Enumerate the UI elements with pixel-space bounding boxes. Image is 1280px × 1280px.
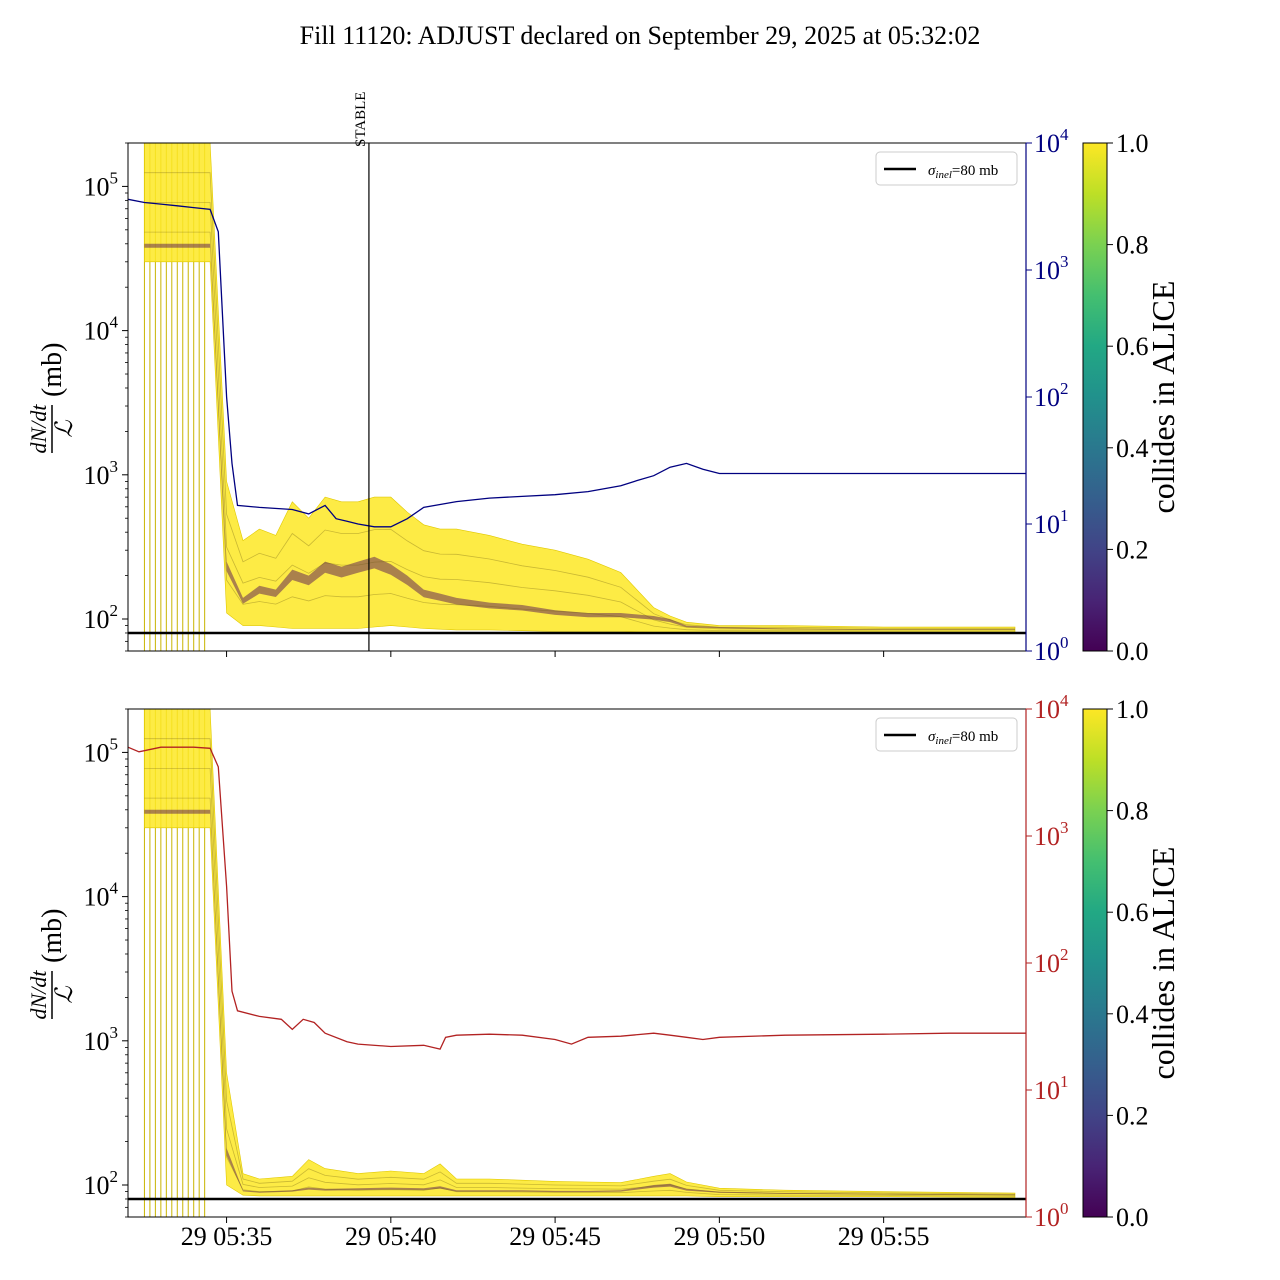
right-axis-series-line — [128, 746, 1026, 1050]
y-label-numerator: dN/dt — [26, 404, 51, 454]
colorbar-gradient — [1082, 142, 1108, 652]
y-right-tick-label: 103 — [1034, 818, 1069, 851]
y-left-tick-label: 105 — [84, 734, 119, 767]
y-left-tick-label: 102 — [84, 1167, 119, 1200]
legend-label: σinel=80 mb — [928, 729, 998, 747]
bunch-curve — [144, 768, 1016, 1196]
bunch-curves — [144, 172, 1015, 632]
legend-label: σinel=80 mb — [928, 163, 998, 181]
x-tick-label: 29 05:40 — [345, 1222, 437, 1251]
y-right-tick-label: 104 — [1034, 125, 1069, 158]
x-tick-label: 29 05:35 — [181, 1222, 273, 1251]
x-tick-label: 29 05:50 — [673, 1222, 765, 1251]
x-axis — [226, 651, 885, 657]
top-panel: STABLE 102 103 104 105 100 101 102 103 104 dN/dt ℒ (… — [26, 92, 1181, 666]
bunch-curve — [144, 797, 1016, 1197]
plot-area — [128, 709, 1026, 1217]
colorbar-tick-label: 1.0 — [1116, 129, 1149, 158]
y-left-axis: 102 103 104 105 — [84, 142, 128, 652]
bunch-band-high — [144, 709, 1016, 1198]
colorbar-tick-label: 0.6 — [1116, 332, 1149, 361]
y-label-denominator: ℒ — [52, 420, 78, 438]
y-left-axis-label: dN/dt ℒ (mb) — [26, 343, 78, 454]
legend-box — [875, 151, 1018, 186]
y-left-axis: 102 103 104 105 — [84, 708, 128, 1218]
colorbar-tick-label: 0.2 — [1116, 1101, 1149, 1130]
colorbar-tick-label: 1.0 — [1116, 695, 1149, 724]
y-left-tick-label: 104 — [84, 313, 119, 346]
x-tick-label: 29 05:55 — [838, 1222, 930, 1251]
legend: σinel=80 mb — [875, 717, 1018, 752]
y-right-tick-label: 101 — [1034, 506, 1069, 539]
right-axis-series-line — [128, 198, 1026, 528]
bunch-curve — [144, 172, 1015, 629]
y-left-axis-label: dN/dt ℒ (mb) — [26, 909, 78, 1020]
bunch-curves — [144, 738, 1016, 1197]
bunch-curve — [144, 738, 1016, 1195]
colorbar-tick-label: 0.6 — [1116, 898, 1149, 927]
stable-marker-label: STABLE — [353, 92, 369, 147]
y-right-tick-label: 101 — [1034, 1072, 1069, 1105]
colorbar-tick-label: 0.4 — [1116, 1000, 1149, 1029]
colorbar-tick-label: 0.0 — [1116, 637, 1149, 666]
plot-area — [128, 143, 1026, 651]
bunch-curve — [144, 202, 1015, 630]
colorbar-tick-label: 0.0 — [1116, 1203, 1149, 1232]
y-right-tick-label: 104 — [1034, 691, 1069, 724]
plot-frame — [127, 708, 1027, 1218]
y-label-numerator: dN/dt — [26, 970, 51, 1020]
y-right-axis: 100 101 102 103 104 — [1026, 125, 1069, 666]
y-right-tick-label: 100 — [1034, 633, 1069, 666]
colorbar: 0.0 0.2 0.4 0.6 0.8 1.0 collides in ALICE — [1082, 695, 1181, 1232]
bunch-band-low — [144, 809, 1015, 1196]
x-tick-label: 29 05:45 — [509, 1222, 601, 1251]
legend-box — [875, 717, 1018, 752]
y-right-tick-label: 100 — [1034, 1199, 1069, 1232]
colorbar: 0.0 0.2 0.4 0.6 0.8 1.0 collides in ALICE — [1082, 129, 1181, 666]
colorbar-tick-label: 0.8 — [1116, 231, 1149, 260]
legend: σinel=80 mb — [875, 151, 1018, 186]
bunch-curve — [144, 231, 1015, 632]
y-right-tick-label: 103 — [1034, 252, 1069, 285]
y-left-tick-label: 103 — [84, 1023, 119, 1056]
y-label-unit: (mb) — [37, 909, 68, 963]
colorbar-label: collides in ALICE — [1145, 281, 1181, 514]
figure-title: Fill 11120: ADJUST declared on September… — [300, 21, 981, 50]
y-left-tick-label: 105 — [84, 168, 119, 201]
colorbar-tick-label: 0.4 — [1116, 434, 1149, 463]
colorbar-gradient — [1082, 708, 1108, 1218]
y-left-tick-label: 104 — [84, 879, 119, 912]
y-right-axis: 100 101 102 103 104 — [1026, 691, 1069, 1232]
y-left-tick-label: 102 — [84, 601, 119, 634]
colorbar-label: collides in ALICE — [1145, 847, 1181, 1080]
colorbar-tick-label: 0.8 — [1116, 797, 1149, 826]
y-right-tick-label: 102 — [1034, 379, 1069, 412]
y-label-denominator: ℒ — [52, 986, 78, 1004]
colorbar-tick-label: 0.2 — [1116, 535, 1149, 564]
y-label-unit: (mb) — [37, 343, 68, 397]
bunch-band-high — [144, 143, 1016, 633]
x-axis: 29 05:35 29 05:40 29 05:45 29 05:50 29 05:55 — [181, 1217, 930, 1251]
y-left-tick-label: 103 — [84, 457, 119, 490]
y-right-tick-label: 102 — [1034, 945, 1069, 978]
